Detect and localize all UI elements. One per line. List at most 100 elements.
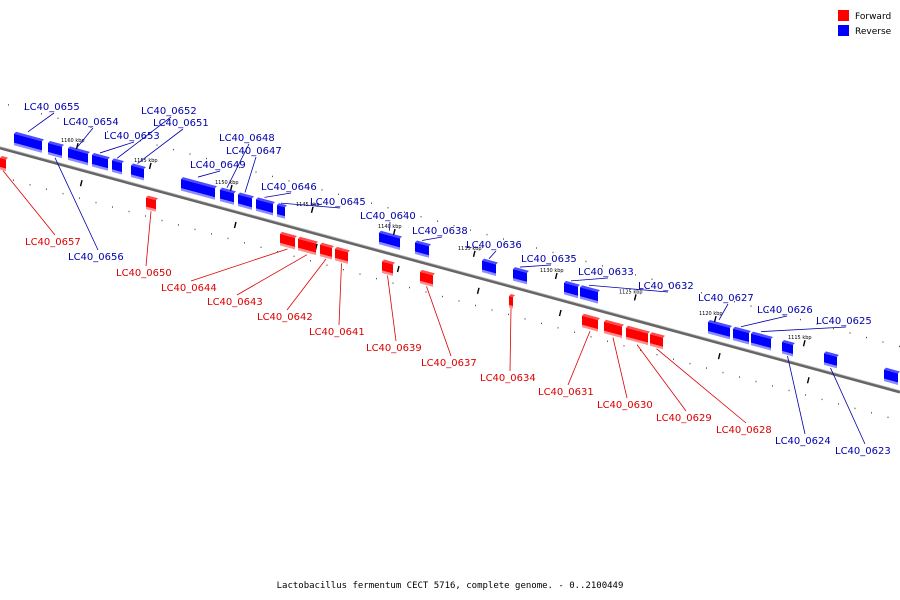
gene-box-lc40_0625: [751, 331, 773, 351]
gene-label-lc40_0632: LC40_0632: [638, 281, 694, 292]
gene-label-lc40_0656: LC40_0656: [68, 252, 124, 263]
minor-tick: [272, 175, 273, 178]
gene-box-unlabeled: [884, 367, 900, 385]
gene-box-lc40_0633: [564, 280, 580, 299]
minor-tick: [816, 323, 818, 325]
minor-tick: [57, 117, 59, 119]
major-tick: [802, 340, 806, 347]
gene-label-lc40_0631: LC40_0631: [538, 387, 594, 398]
leader-line: [740, 315, 788, 328]
legend-item-forward: Forward: [838, 10, 891, 22]
minor-tick: [800, 318, 801, 321]
leader-line: [145, 211, 152, 267]
gene-box-lc40_0643: [298, 236, 318, 256]
gene-label-lc40_0627: LC40_0627: [698, 293, 754, 304]
tick-label: 1130 kbp: [540, 268, 564, 274]
leader-line: [718, 303, 729, 321]
gene-label-lc40_0633: LC40_0633: [578, 267, 634, 278]
gene-box-lc40_0652: [112, 158, 124, 175]
leader-line: [588, 284, 669, 293]
minor-tick: [338, 193, 339, 196]
minor-tick: [569, 256, 570, 258]
minor-tick: [79, 197, 80, 199]
gene-label-lc40_0636: LC40_0636: [466, 240, 522, 251]
genome-backbone-highlight: [0, 146, 900, 391]
tick-label: 1115 kbp: [788, 335, 812, 341]
minor-tick: [524, 318, 526, 320]
leader-line: [421, 236, 443, 241]
gene-box-lc40_0628: [650, 332, 665, 350]
gene-label-lc40_0641: LC40_0641: [309, 327, 365, 338]
gene-box-lc40_0655: [14, 131, 44, 153]
minor-tick: [750, 305, 752, 307]
gene-box-lc40_0626: [733, 326, 751, 345]
major-tick: [233, 221, 237, 229]
tick-label: 1155 kbp: [134, 158, 158, 164]
genome-backbone: [0, 146, 900, 394]
leader-line: [519, 264, 552, 268]
major-tick: [79, 179, 83, 187]
minor-ticks: [8, 104, 900, 419]
minor-tick: [425, 291, 427, 293]
gene-box-lc40_0637: [420, 269, 435, 287]
gene-box-lc40_0635: [513, 267, 529, 285]
gene-box-lc40_0630: [604, 319, 624, 339]
minor-tick: [590, 336, 592, 338]
minor-tick: [107, 131, 108, 133]
legend-swatch-forward: [838, 10, 849, 21]
gene-label-lc40_0630: LC40_0630: [597, 400, 653, 411]
major-tick: [554, 272, 558, 280]
gene-label-lc40_0646: LC40_0646: [261, 182, 317, 193]
gene-label-lc40_0652: LC40_0652: [141, 106, 197, 117]
minor-tick: [123, 135, 125, 137]
leader-line: [389, 221, 391, 231]
gene-label-lc40_0643: LC40_0643: [207, 297, 263, 308]
minor-tick: [491, 309, 493, 311]
legend-item-reverse: Reverse: [838, 25, 892, 37]
minor-tick: [442, 295, 443, 298]
gene-label-lc40_0640: LC40_0640: [360, 211, 416, 222]
gene-box-lc40_0654: [68, 146, 90, 166]
minor-tick: [293, 255, 295, 257]
minor-tick: [387, 207, 389, 209]
minor-tick: [321, 189, 323, 191]
minor-tick: [260, 246, 262, 249]
minor-tick: [618, 269, 620, 272]
minor-tick: [849, 332, 851, 334]
major-tick: [476, 287, 480, 294]
legend: Forward Reverse: [838, 10, 892, 37]
minor-tick: [607, 340, 608, 342]
minor-tick: [854, 407, 856, 410]
legend-label-forward: Forward: [855, 12, 891, 22]
leader-line: [54, 157, 99, 251]
major-tick: [472, 250, 476, 257]
minor-tick: [376, 277, 377, 280]
leader-line: [137, 128, 184, 164]
minor-tick: [437, 220, 438, 222]
gene-label-lc40_0645: LC40_0645: [310, 197, 366, 208]
tick-label: 1125 kbp: [619, 289, 643, 295]
gene-box-lc40_0624: [782, 340, 795, 357]
gene-box-lc40_0648: [220, 187, 236, 205]
minor-tick: [767, 309, 768, 312]
minor-tick: [536, 247, 537, 249]
legend-swatch-reverse: [838, 25, 849, 36]
gene-box-lc40_0645: [277, 203, 287, 219]
minor-tick: [145, 215, 146, 217]
minor-tick: [833, 327, 834, 330]
minor-tick: [90, 126, 92, 128]
minor-tick: [772, 385, 773, 387]
leader-line: [236, 254, 308, 296]
minor-tick: [227, 237, 229, 240]
minor-tick: [866, 336, 867, 339]
minor-tick: [161, 219, 163, 222]
minor-tick: [552, 251, 554, 254]
minor-tick: [222, 162, 224, 164]
minor-tick: [288, 180, 290, 182]
minor-tick: [244, 242, 245, 244]
minor-tick: [326, 264, 328, 266]
gene-box-lc40_0623: [824, 351, 839, 369]
gene-label-lc40_0638: LC40_0638: [412, 226, 468, 237]
minor-tick: [788, 389, 790, 392]
